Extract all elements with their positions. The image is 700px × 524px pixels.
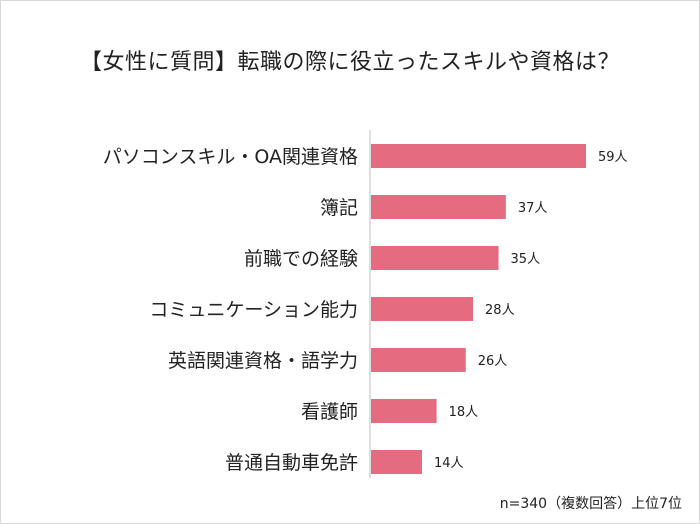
value-label: 59人	[598, 150, 628, 165]
category-label: 看護師	[301, 401, 358, 423]
bar	[371, 450, 423, 474]
bar	[371, 348, 466, 372]
value-label: 18人	[449, 405, 479, 420]
bar	[371, 297, 474, 321]
category-label: 普通自動車免許	[225, 452, 358, 474]
value-label: 37人	[518, 201, 548, 216]
bar	[371, 195, 506, 219]
value-label: 35人	[511, 252, 541, 267]
value-label: 26人	[478, 354, 508, 369]
category-label: 前職での経験	[244, 248, 358, 270]
value-label: 14人	[434, 456, 464, 471]
category-label: コミュニケーション能力	[149, 299, 358, 321]
chart-title: 【女性に質問】転職の際に役立ったスキルや資格は？	[79, 50, 620, 75]
bar	[371, 144, 586, 168]
sample-note: n=340（複数回答）上位7位	[499, 496, 682, 512]
category-label: 英語関連資格・語学力	[168, 350, 358, 372]
category-label: パソコンスキル・OA関連資格	[103, 146, 358, 168]
category-label: 簿記	[320, 197, 358, 219]
value-label: 28人	[485, 303, 515, 318]
bar	[371, 246, 499, 270]
bar	[371, 399, 437, 423]
